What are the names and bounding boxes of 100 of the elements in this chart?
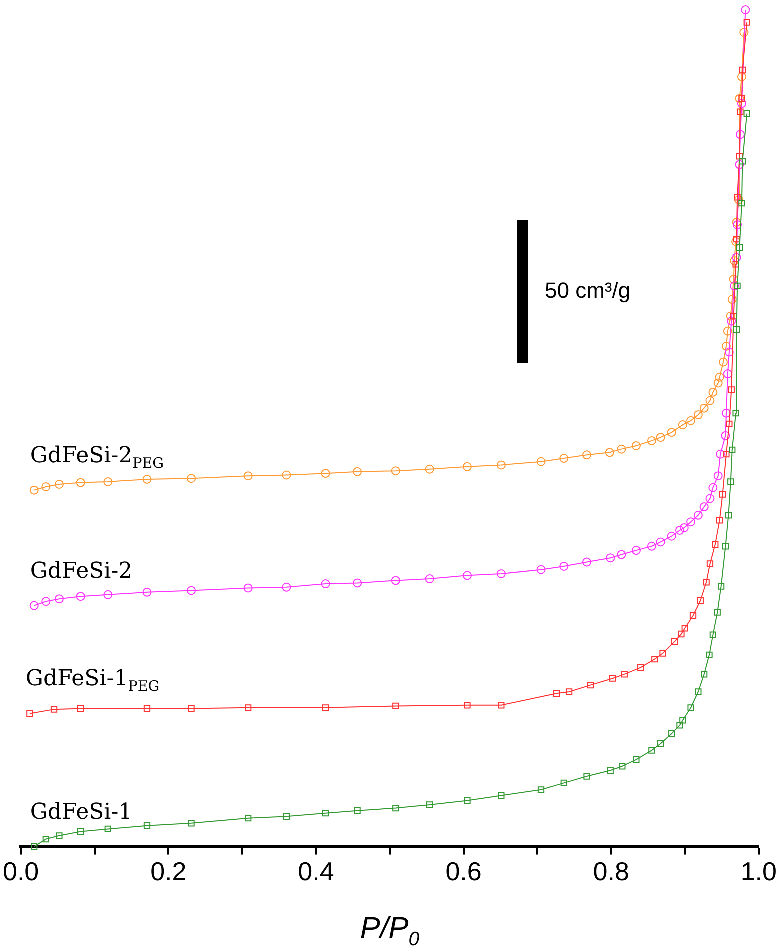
point [392, 702, 400, 710]
point [647, 436, 656, 446]
point [462, 571, 472, 580]
point [682, 625, 688, 632]
point [245, 704, 252, 712]
point [78, 828, 84, 836]
point [652, 656, 658, 663]
point [723, 326, 732, 336]
point [722, 342, 731, 351]
point [725, 512, 732, 519]
point [638, 664, 644, 672]
point [671, 638, 678, 646]
point [701, 671, 708, 678]
point [716, 450, 726, 459]
point [739, 66, 746, 74]
point [680, 717, 686, 724]
point [708, 483, 718, 492]
point [42, 482, 51, 492]
point [104, 826, 112, 833]
point [734, 194, 741, 201]
point [54, 594, 64, 604]
point [464, 797, 471, 804]
point [732, 410, 740, 417]
point [729, 274, 738, 284]
point [667, 532, 676, 541]
point [686, 518, 696, 527]
point [188, 820, 195, 827]
point [657, 740, 664, 748]
point [732, 261, 740, 268]
point [714, 472, 723, 481]
point [283, 813, 290, 820]
point [498, 792, 505, 800]
point [621, 671, 628, 678]
series-label: GdFeSi-1 [30, 800, 133, 825]
point [606, 554, 616, 563]
point [282, 470, 292, 480]
point [740, 28, 749, 38]
point [607, 767, 614, 774]
point [605, 448, 614, 458]
point [734, 195, 744, 204]
point [560, 454, 569, 464]
point [426, 802, 434, 808]
point [656, 538, 666, 547]
point [675, 526, 684, 535]
point [282, 582, 292, 592]
point [728, 478, 734, 486]
point [690, 612, 697, 620]
point [722, 408, 731, 418]
point [735, 160, 744, 170]
point [656, 433, 666, 442]
point [729, 446, 736, 454]
point [632, 546, 641, 556]
point [712, 541, 719, 548]
point [734, 282, 741, 290]
point [582, 450, 592, 460]
point [633, 756, 640, 764]
point [50, 706, 58, 713]
point [706, 560, 714, 568]
point [737, 108, 744, 116]
point [582, 558, 592, 567]
point [700, 502, 709, 512]
point [462, 462, 472, 472]
point [727, 316, 736, 326]
point [733, 220, 742, 230]
point [697, 597, 704, 604]
point [676, 722, 684, 729]
point [715, 372, 724, 382]
point [726, 312, 736, 321]
point [244, 584, 253, 593]
x-tick-label: 1.0 [740, 856, 778, 887]
point [425, 464, 434, 474]
point [76, 478, 86, 488]
point [560, 780, 568, 787]
point [354, 807, 361, 814]
x-tick-label: 0.6 [446, 856, 482, 887]
point [737, 72, 746, 82]
point [706, 652, 713, 658]
point [42, 597, 51, 606]
point [703, 579, 710, 586]
point [496, 570, 506, 579]
point [721, 431, 730, 440]
point [733, 326, 740, 333]
point [392, 804, 400, 812]
point [726, 420, 733, 428]
point [706, 494, 715, 504]
point [730, 256, 740, 266]
point [694, 410, 703, 420]
point [668, 730, 676, 738]
point [744, 19, 750, 26]
point [584, 773, 590, 780]
point [660, 650, 666, 657]
point [353, 467, 362, 476]
point [54, 480, 64, 489]
point [632, 441, 641, 450]
point [736, 153, 744, 160]
point [322, 704, 330, 712]
point [716, 517, 724, 524]
point [732, 253, 742, 262]
point [31, 843, 38, 850]
point [391, 466, 400, 476]
